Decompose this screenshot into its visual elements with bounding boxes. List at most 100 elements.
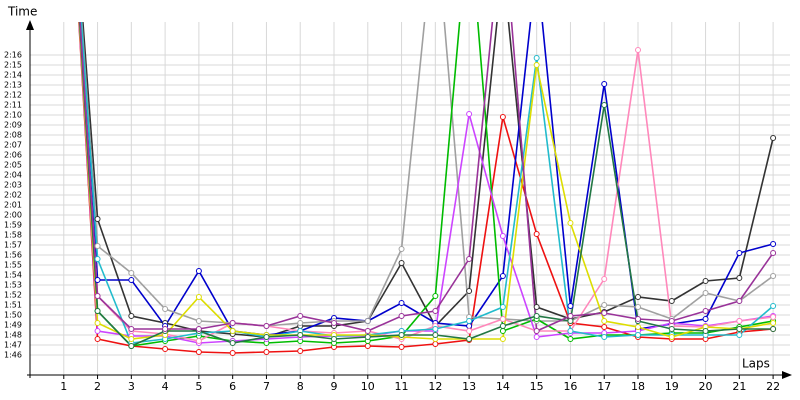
y-tick-label: 2:15 <box>4 61 22 70</box>
plot-area <box>78 22 777 356</box>
point <box>736 326 743 332</box>
point <box>567 220 574 226</box>
x-tick-label: 2 <box>94 380 101 393</box>
point <box>499 316 506 322</box>
point <box>601 302 608 308</box>
point <box>770 314 777 320</box>
point <box>432 326 439 332</box>
series-line <box>79 22 774 342</box>
point <box>94 293 101 299</box>
point <box>499 114 506 120</box>
y-tick-label: 2:05 <box>4 161 22 170</box>
y-tick-label: 1:50 <box>4 311 22 320</box>
y-tick-label: 1:54 <box>4 271 22 280</box>
point <box>702 308 709 314</box>
point <box>94 328 101 334</box>
point <box>94 243 101 249</box>
point <box>128 326 135 332</box>
y-tick-label: 1:55 <box>4 261 22 270</box>
point <box>499 336 506 342</box>
point <box>668 334 675 340</box>
y-tick-label: 1:59 <box>4 221 22 230</box>
series-line <box>78 22 774 347</box>
point <box>94 320 101 326</box>
point <box>567 336 574 342</box>
point <box>770 303 777 309</box>
x-tick-label: 12 <box>428 380 442 393</box>
x-tick-label: 11 <box>395 380 409 393</box>
x-tick-label: 18 <box>631 380 645 393</box>
point <box>736 298 743 304</box>
point <box>364 328 371 334</box>
point <box>567 318 574 324</box>
point <box>398 246 405 252</box>
point <box>702 316 709 322</box>
point <box>601 334 608 340</box>
y-tick-label: 1:53 <box>4 281 22 290</box>
point <box>499 323 506 329</box>
point <box>364 334 371 340</box>
point <box>195 294 202 300</box>
y-tick-label: 1:48 <box>4 331 22 340</box>
x-tick-label: 22 <box>766 380 780 393</box>
point <box>94 308 101 314</box>
point <box>668 298 675 304</box>
point <box>195 338 202 344</box>
x-tick-label: 7 <box>263 380 270 393</box>
point <box>297 332 304 338</box>
point <box>702 328 709 334</box>
point <box>398 332 405 338</box>
x-tick-label: 15 <box>530 380 544 393</box>
point <box>533 231 540 237</box>
y-tick-label: 1:49 <box>4 321 22 330</box>
point <box>466 256 473 262</box>
point <box>635 294 641 300</box>
point <box>770 241 777 247</box>
point <box>364 318 371 324</box>
point <box>668 318 675 324</box>
x-tick-label: 5 <box>195 380 202 393</box>
point <box>162 306 169 312</box>
x-tick-label: 10 <box>361 380 375 393</box>
point <box>601 310 608 316</box>
point <box>499 304 506 310</box>
point <box>331 336 337 342</box>
series-line <box>78 22 774 344</box>
y-tick-label: 2:02 <box>4 191 22 200</box>
point <box>162 346 169 352</box>
point <box>736 250 743 256</box>
x-tick-label: 20 <box>699 380 713 393</box>
point <box>128 313 135 319</box>
point <box>195 326 202 332</box>
point <box>263 334 270 340</box>
point <box>533 313 540 319</box>
point <box>770 273 777 279</box>
point <box>533 55 540 61</box>
point <box>364 343 371 349</box>
point <box>398 260 405 266</box>
point <box>635 47 641 53</box>
point <box>702 290 709 296</box>
point <box>499 328 506 334</box>
point <box>567 313 574 319</box>
point <box>128 277 135 283</box>
series-line <box>78 22 774 354</box>
point <box>94 336 101 342</box>
point <box>162 326 169 332</box>
y-tick-label: 2:01 <box>4 201 22 210</box>
y-tick-label: 2:04 <box>4 171 22 180</box>
point <box>263 349 270 355</box>
y-axis-label: Time <box>7 5 37 19</box>
y-axis-arrow <box>26 20 34 30</box>
y-tick-label: 1:57 <box>4 241 22 250</box>
point <box>499 233 506 239</box>
x-tick-label: 21 <box>732 380 746 393</box>
x-tick-label: 8 <box>297 380 304 393</box>
y-tick-label: 1:51 <box>4 301 22 310</box>
point <box>94 216 101 222</box>
point <box>702 278 709 284</box>
grid: 1:461:471:481:491:501:511:521:531:541:55… <box>4 22 790 393</box>
y-tick-label: 2:10 <box>4 111 22 120</box>
point <box>128 336 135 342</box>
